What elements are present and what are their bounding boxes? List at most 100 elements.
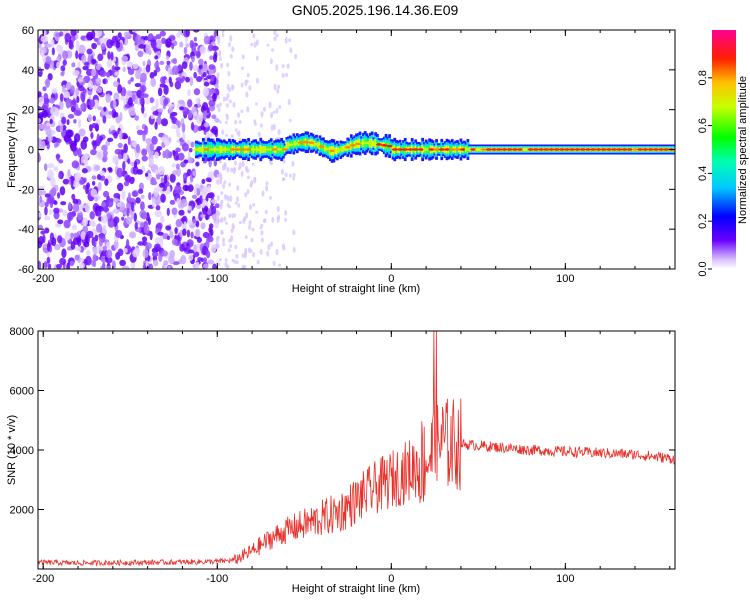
noise-blob [185, 43, 189, 48]
noise-blob [50, 187, 57, 197]
colorbar: 0.0 0.2 0.4 0.6 0.8 Normalized spectral ampl… [697, 30, 749, 277]
noise-blob [94, 234, 99, 242]
noise-blob [191, 55, 195, 63]
noise-blob [214, 118, 220, 123]
noise-blob [125, 238, 130, 249]
noise-blob [61, 248, 67, 259]
carrier-core [647, 148, 654, 151]
carrier-core [261, 148, 268, 151]
noise-blob [161, 263, 166, 269]
noise-blob [117, 153, 122, 160]
noise-blob [141, 155, 148, 162]
noise-blob [190, 141, 195, 148]
noise-blob [203, 35, 211, 45]
noise-blob [198, 58, 204, 66]
noise-blob [123, 143, 128, 154]
carrier-core [297, 141, 304, 144]
noise-blob [91, 42, 97, 50]
snr-ytick-label: 2000 [10, 505, 34, 517]
noise-blob [210, 244, 217, 253]
noise-blob [81, 168, 88, 174]
carrier-core [464, 148, 471, 151]
noise-blob [182, 228, 187, 236]
carrier-core [198, 148, 205, 151]
noise-blob [49, 177, 56, 187]
noise-blob-faint [252, 203, 256, 207]
colorbar-tick-label: 0.2 [697, 214, 709, 229]
noise-blob [108, 110, 112, 115]
noise-blob-faint [241, 54, 245, 60]
noise-blob [193, 251, 200, 258]
noise-blob [181, 61, 188, 70]
noise-blob-faint [222, 183, 226, 189]
noise-blob [175, 219, 182, 228]
noise-blob-faint [248, 224, 252, 231]
noise-blob [106, 39, 113, 49]
noise-blob [108, 167, 113, 173]
noise-blob-faint [221, 33, 225, 37]
noise-blob-faint [236, 185, 240, 192]
noise-blob [82, 217, 88, 227]
noise-blob [100, 43, 106, 50]
noise-blob [184, 36, 189, 43]
noise-blob [65, 82, 71, 90]
noise-blob [143, 225, 150, 234]
noise-blob [44, 227, 50, 234]
noise-blob-faint [246, 168, 250, 173]
noise-blob [94, 164, 101, 171]
carrier-core [240, 148, 247, 151]
noise-blob-faint [226, 202, 230, 208]
carrier-core [543, 148, 550, 151]
noise-blob [209, 55, 214, 60]
noise-blob [102, 150, 108, 157]
noise-blob-faint [275, 248, 279, 256]
noise-blob [138, 182, 144, 191]
noise-blob [189, 39, 195, 49]
noise-blob [113, 239, 119, 250]
noise-blob [166, 207, 170, 216]
noise-blob-faint [237, 203, 241, 208]
noise-blob-faint [235, 253, 239, 259]
noise-blob [105, 113, 112, 120]
noise-blob [151, 251, 159, 257]
noise-blob [151, 198, 156, 208]
noise-blob [113, 208, 118, 214]
noise-blob-faint [228, 99, 232, 104]
carrier-core [652, 148, 659, 151]
noise-blob-faint [219, 203, 223, 210]
noise-blob [110, 51, 114, 61]
noise-blob [45, 56, 52, 65]
carrier-core [193, 148, 200, 151]
colorbar-gradient [712, 30, 736, 269]
noise-blob [72, 98, 77, 108]
carrier-core [454, 148, 461, 151]
carrier-core [229, 148, 236, 151]
noise-blob [177, 120, 181, 129]
noise-blob [160, 177, 164, 185]
noise-blob [186, 229, 191, 238]
carrier-core [391, 148, 398, 151]
noise-blob [205, 239, 210, 248]
noise-blob [96, 150, 104, 160]
colorbar-label: Normalized spectral amplitude [737, 76, 749, 224]
noise-blob [127, 136, 131, 146]
noise-blob [168, 76, 172, 84]
noise-blob [141, 104, 145, 114]
spectrogram-xtick-label: 0 [388, 273, 394, 285]
noise-blob [163, 174, 168, 184]
noise-blob-faint [243, 252, 247, 259]
noise-blob-faint [271, 48, 275, 52]
carrier-core [287, 143, 294, 147]
noise-blob-faint [246, 175, 250, 180]
noise-blob-faint [226, 93, 230, 99]
noise-blob [184, 185, 189, 192]
noise-blob-faint [228, 213, 232, 218]
noise-blob [172, 261, 180, 266]
noise-blob [39, 195, 43, 203]
noise-blob-faint [217, 107, 221, 113]
carrier-core [428, 148, 435, 151]
carrier-core [642, 148, 649, 151]
noise-blob [136, 169, 143, 175]
noise-blob [111, 64, 115, 75]
noise-blob-faint [260, 111, 264, 118]
